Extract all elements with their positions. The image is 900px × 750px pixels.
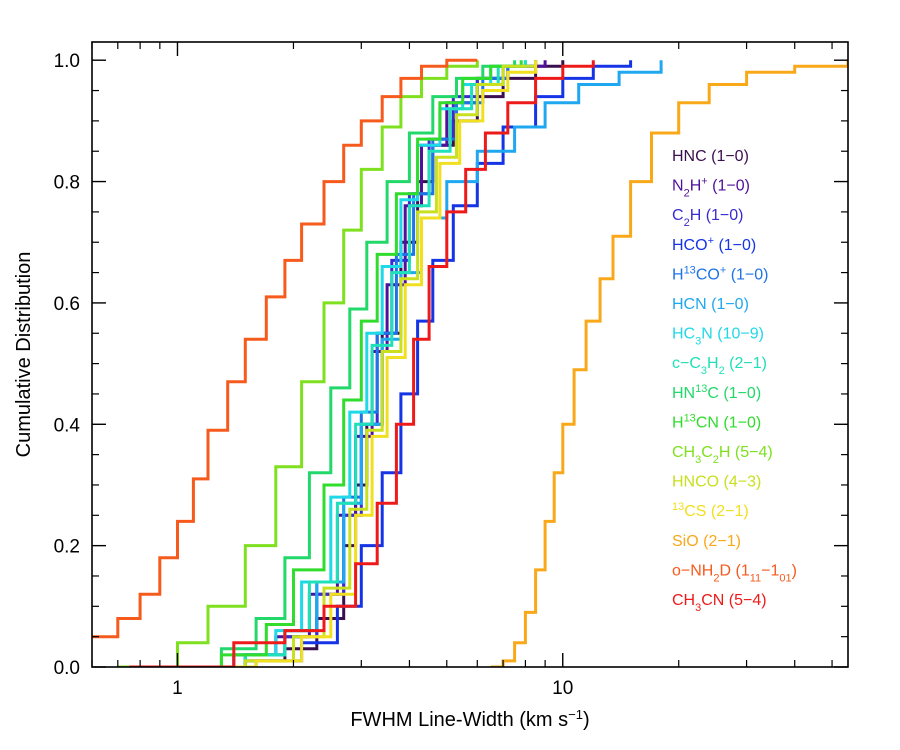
series-line-10 [117, 60, 479, 667]
y-axis-label: Cumulative Distribution [13, 252, 35, 458]
series-line-8 [140, 60, 517, 667]
legend-entry-5: HCN (1−0) [672, 296, 749, 313]
tick-labels-layer: 1 10 0.0 0.2 0.4 0.6 0.8 1.0 [54, 51, 574, 699]
legend-entry-7: c−C3H2 (2−1) [672, 355, 767, 377]
legend-entry-12: 13CS (2−1) [672, 501, 749, 520]
series-line-4 [129, 60, 538, 667]
legend-entry-3: HCO+ (1−0) [672, 235, 756, 254]
plot-frame [91, 41, 849, 668]
legend-entry-0: HNC (1−0) [672, 148, 749, 165]
series-line-3 [129, 60, 633, 667]
legend-entry-1: N2H+ (1−0) [672, 176, 750, 200]
series-line-5 [129, 60, 663, 667]
legend-entry-4: H13CO+ (1−0) [672, 264, 769, 283]
series-line-14 [92, 58, 478, 639]
legend-entry-14: o−NH2D (111−101) [672, 562, 797, 584]
legend-entry-8: HN13C (1−0) [672, 383, 761, 402]
series-layer [92, 58, 848, 667]
series-line-2 [117, 60, 538, 667]
x-axis-label-main: FWHM Line-Width (km s [350, 709, 568, 731]
legend-entry-15: CH3CN (5−4) [672, 592, 767, 614]
series-line-6 [140, 60, 527, 667]
legend-entry-2: C2H (1−0) [672, 207, 743, 229]
y-tick-label-0: 0.0 [54, 658, 80, 679]
y-tick-label-2: 0.4 [54, 415, 81, 436]
x-axis-label-close: ) [583, 709, 590, 731]
series-line-9 [140, 60, 523, 667]
y-tick-label-3: 0.6 [54, 294, 80, 315]
x-tick-label-0: 1 [172, 678, 183, 699]
x-axis-label: FWHM Line-Width (km s−1) [350, 707, 589, 732]
y-tick-label-1: 0.2 [54, 537, 80, 558]
legend-entry-13: SiO (2−1) [672, 533, 741, 550]
series-line-13 [490, 60, 848, 667]
series-line-15 [129, 60, 595, 667]
x-axis-label-exponent: −1 [568, 707, 583, 722]
y-tick-label-4: 0.8 [54, 173, 80, 194]
series-line-12 [140, 60, 538, 667]
x-tick-label-1: 10 [552, 678, 573, 699]
y-tick-label-5: 1.0 [54, 51, 80, 72]
legend-entry-10: CH3C2H (5−4) [672, 444, 773, 466]
legend-entry-6: HC3N (10−9) [672, 326, 764, 348]
series-line-7 [140, 60, 527, 667]
legend: HNC (1−0) N2H+ (1−0) C2H (1−0) HCO+ (1−0) H1… [672, 148, 797, 614]
ticks-layer [91, 42, 848, 668]
legend-entry-9: H13CN (1−0) [672, 412, 761, 431]
legend-entry-11: HNCO (4−3) [672, 474, 761, 491]
